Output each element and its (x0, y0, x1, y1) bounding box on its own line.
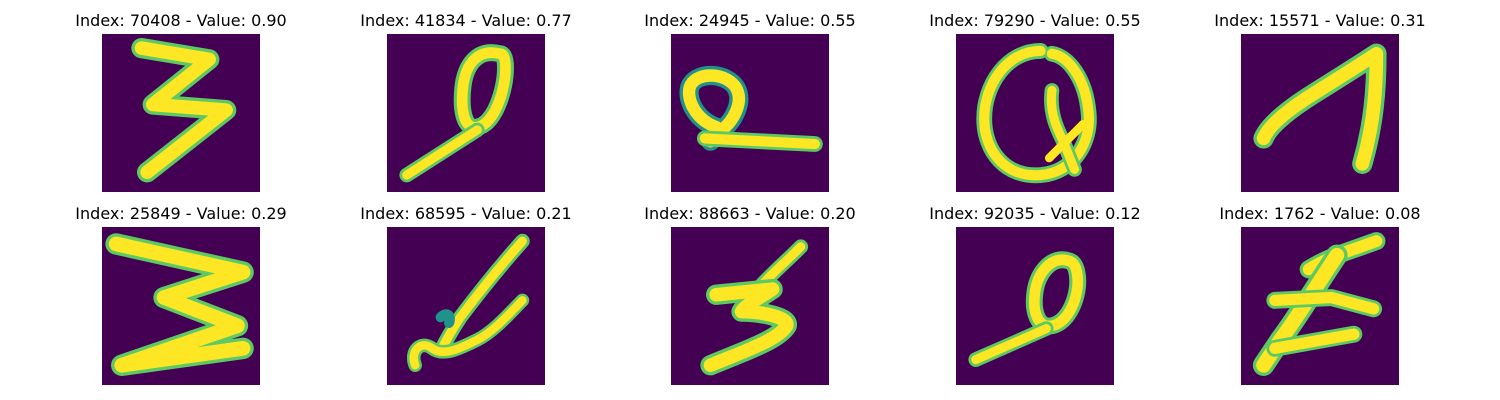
digit-image (956, 34, 1114, 192)
cursive-glyph (387, 227, 545, 385)
panel-title: Index: 92035 - Value: 0.12 (915, 203, 1155, 225)
seven-like-glyph (1241, 34, 1399, 192)
loop-with-underline-glyph (671, 34, 829, 192)
zero-with-tail-glyph-2 (956, 227, 1114, 385)
image-panel: Index: 92035 - Value: 0.12 (915, 203, 1155, 383)
digit-image (956, 227, 1114, 385)
image-panel: Index: 70408 - Value: 0.90 (61, 10, 301, 190)
digit-image (387, 34, 545, 192)
digit-image (387, 227, 545, 385)
panel-title: Index: 88663 - Value: 0.20 (630, 203, 870, 225)
digit-image (1241, 227, 1399, 385)
panel-title: Index: 24945 - Value: 0.55 (630, 10, 870, 32)
panel-title: Index: 70408 - Value: 0.90 (61, 10, 301, 32)
five-like-glyph (671, 227, 829, 385)
digit-image (1241, 34, 1399, 192)
image-panel: Index: 88663 - Value: 0.20 (630, 203, 870, 383)
image-panel: Index: 24945 - Value: 0.55 (630, 10, 870, 190)
image-panel: Index: 68595 - Value: 0.21 (346, 203, 586, 383)
digit-image (671, 227, 829, 385)
panel-title: Index: 15571 - Value: 0.31 (1200, 10, 1440, 32)
digit-image (102, 227, 260, 385)
image-panel: Index: 25849 - Value: 0.29 (61, 203, 301, 383)
panel-title: Index: 25849 - Value: 0.29 (61, 203, 301, 225)
panel-title: Index: 79290 - Value: 0.55 (915, 10, 1155, 32)
panel-title: Index: 68595 - Value: 0.21 (346, 203, 586, 225)
image-panel: Index: 1762 - Value: 0.08 (1200, 203, 1440, 383)
slanted-glyph (1241, 227, 1399, 385)
digit-image (102, 34, 260, 192)
image-panel: Index: 15571 - Value: 0.31 (1200, 10, 1440, 190)
image-panel: Index: 41834 - Value: 0.77 (346, 10, 586, 190)
wide-three-glyph (102, 227, 260, 385)
digit-image (671, 34, 829, 192)
panel-title: Index: 1762 - Value: 0.08 (1200, 203, 1440, 225)
image-panel: Index: 79290 - Value: 0.55 (915, 10, 1155, 190)
three-like-glyph (102, 34, 260, 192)
zero-with-tail-glyph (387, 34, 545, 192)
large-loop-glyph (956, 34, 1114, 192)
panel-title: Index: 41834 - Value: 0.77 (346, 10, 586, 32)
